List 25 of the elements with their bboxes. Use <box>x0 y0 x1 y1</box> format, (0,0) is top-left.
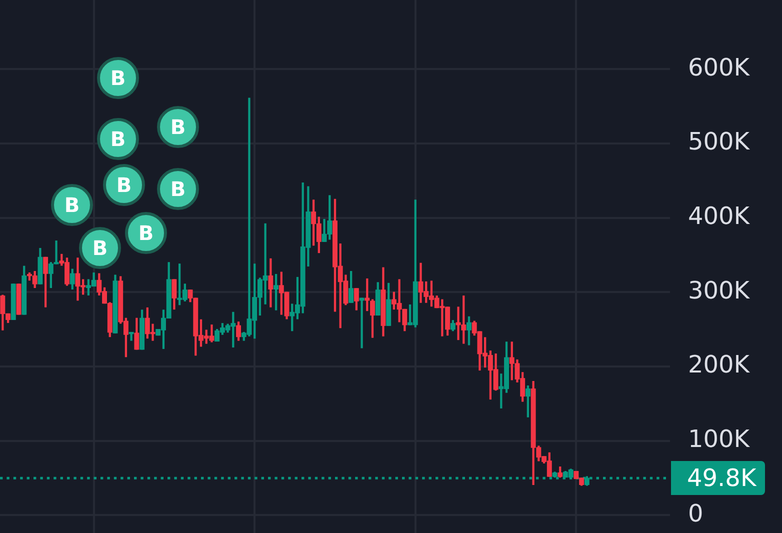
annotation: B <box>110 66 126 90</box>
annotation: B <box>110 127 126 151</box>
annotation: B <box>92 236 108 260</box>
round-badge: B <box>157 106 199 148</box>
candlestick <box>128 332 134 341</box>
y-tick-label: 100K <box>688 425 751 454</box>
round-badge: B <box>97 118 139 160</box>
annotation: B <box>138 221 154 245</box>
round-badge: B <box>97 57 139 99</box>
annotation: B <box>170 177 186 201</box>
round-badge: B <box>157 168 199 210</box>
y-tick-label: 200K <box>688 350 751 379</box>
y-tick-label: 600K <box>688 53 751 82</box>
round-badge: B <box>103 164 145 206</box>
y-tick-label: 500K <box>688 128 751 156</box>
annotation: B <box>116 173 132 197</box>
annotation: B <box>64 193 80 217</box>
y-tick-label: 400K <box>688 202 751 230</box>
y-tick-label: 0 <box>688 499 704 528</box>
ref-line-label: 49.8K <box>671 461 765 496</box>
round-badge: B <box>125 212 167 254</box>
annotation: B <box>170 115 186 139</box>
round-badge: B <box>51 184 93 226</box>
y-tick-label: 300K <box>688 276 751 304</box>
round-badge: B <box>79 227 121 269</box>
